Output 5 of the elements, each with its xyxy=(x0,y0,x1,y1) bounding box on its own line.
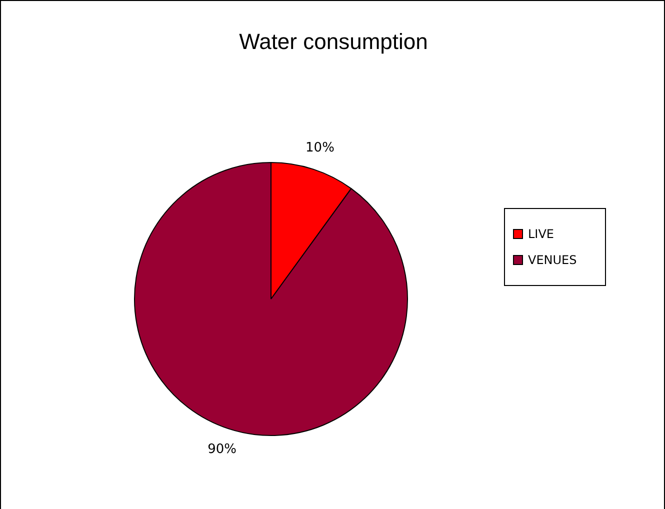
chart-title: Water consumption xyxy=(238,29,429,55)
legend-label: VENUES xyxy=(528,253,577,267)
legend-label: LIVE xyxy=(528,227,554,241)
data-label: 90% xyxy=(208,442,236,458)
data-label: 10% xyxy=(306,140,334,156)
